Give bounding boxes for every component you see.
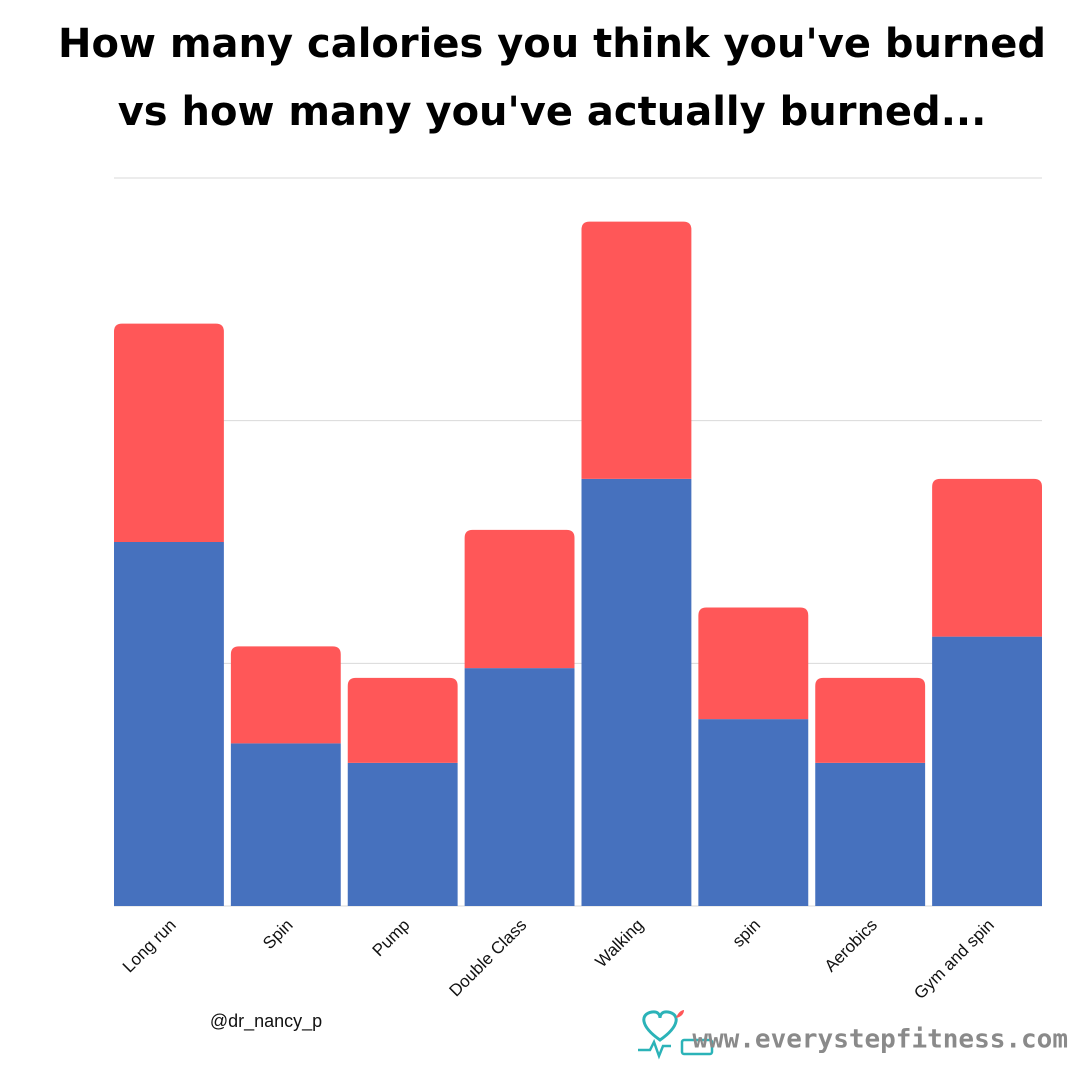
bar-segment xyxy=(464,668,575,906)
logo xyxy=(638,1010,714,1060)
bar-segment xyxy=(114,542,224,906)
bar-segment xyxy=(581,478,692,906)
chart-title: How many calories you think you've burne… xyxy=(58,21,1046,67)
bar-segment xyxy=(464,529,575,669)
bar-segment xyxy=(347,762,458,906)
x-tick-label: spin xyxy=(729,915,764,950)
credit: @dr_nancy_p xyxy=(210,1011,322,1032)
x-tick-label: Spin xyxy=(259,915,296,952)
bar-segment xyxy=(932,636,1042,906)
x-tick-label: Aerobics xyxy=(821,915,881,975)
bar-segment xyxy=(932,478,1042,637)
bar-segment xyxy=(114,323,224,542)
x-tick-label: Walking xyxy=(592,915,648,971)
website: www.everystepfitness.com xyxy=(692,1025,1068,1055)
bar-segment xyxy=(815,677,926,763)
bar-segment xyxy=(815,762,926,906)
bar-segment xyxy=(581,221,692,479)
bar-segment xyxy=(698,719,809,906)
bar-segment xyxy=(230,743,341,906)
bar-segment xyxy=(230,646,341,744)
chart-title: vs how many you've actually burned... xyxy=(118,89,987,135)
x-tick-label: Long run xyxy=(119,915,180,976)
x-tick-label: Pump xyxy=(369,915,414,960)
x-tick-label: Double Class xyxy=(445,915,530,1000)
bar-segment xyxy=(698,607,809,720)
bar-segment xyxy=(347,677,458,763)
x-tick-label: Gym and spin xyxy=(910,915,998,1003)
